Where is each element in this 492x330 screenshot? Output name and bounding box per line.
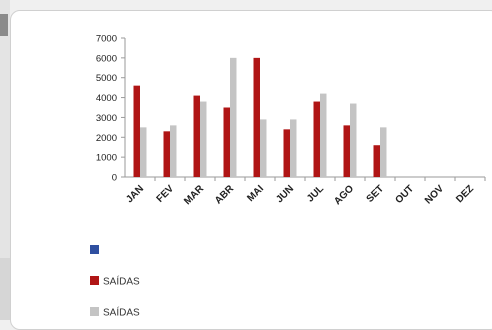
y-tick-label: 4000 <box>96 93 117 104</box>
y-tick-label: 1000 <box>96 153 117 164</box>
bar-ago-1 <box>350 103 357 177</box>
y-tick-label: 2000 <box>96 133 117 144</box>
x-tick-label: MAR <box>182 183 206 207</box>
x-tick-label: JUL <box>305 183 326 204</box>
bar-ago-0 <box>343 125 350 177</box>
x-tick-label: DEZ <box>454 183 476 205</box>
x-tick-label: SET <box>365 183 387 205</box>
bar-set-0 <box>373 145 380 177</box>
x-tick-label: JUN <box>274 183 296 205</box>
x-tick-label: ABR <box>213 183 237 207</box>
chart-labels: 0 1000 2000 3000 4000 5000 6000 7000 JAN FEV MAR AB… <box>96 34 476 208</box>
bar-mar-1 <box>200 101 207 177</box>
x-tick-label: AGO <box>332 183 356 207</box>
x-tick-label: OUT <box>393 183 416 206</box>
chart-bars <box>133 57 387 177</box>
bar-jun-1 <box>290 119 297 177</box>
bar-fev-0 <box>163 131 170 177</box>
left-panel-edge <box>0 0 10 320</box>
y-tick-label: 5000 <box>96 73 117 84</box>
bar-jun-0 <box>283 129 290 177</box>
legend-swatch <box>90 307 99 316</box>
bar-mai-1 <box>260 119 267 177</box>
legend-label: SAÍDAS <box>103 275 140 288</box>
y-tick-label: 7000 <box>96 34 117 45</box>
bar-fev-1 <box>170 125 177 177</box>
bar-jul-1 <box>320 93 327 177</box>
bar-abr-1 <box>230 57 237 177</box>
bar-jan-0 <box>133 85 140 177</box>
chart-legend: SAÍDAS SAÍDAS <box>90 245 140 319</box>
x-tick-label: JAN <box>124 183 146 205</box>
legend-swatch <box>90 276 99 285</box>
bar-set-1 <box>380 127 387 177</box>
bar-chart: 0 1000 2000 3000 4000 5000 6000 7000 JAN FEV MAR AB… <box>90 34 486 319</box>
chart-axes <box>121 37 486 181</box>
bar-mai-0 <box>253 57 260 177</box>
y-tick-label: 0 <box>112 173 117 184</box>
legend-swatch <box>90 245 99 254</box>
legend-label: SAÍDAS <box>103 306 140 319</box>
x-tick-label: NOV <box>423 183 446 206</box>
bar-jan-1 <box>140 127 147 177</box>
x-tick-label: MAI <box>245 183 266 204</box>
panel-marker <box>0 14 8 36</box>
y-tick-label: 6000 <box>96 53 117 64</box>
bar-abr-0 <box>223 107 230 177</box>
bar-mar-0 <box>193 95 200 177</box>
bar-jul-0 <box>313 101 320 177</box>
y-tick-label: 3000 <box>96 113 117 124</box>
panel-lower-block <box>0 258 10 320</box>
x-tick-label: FEV <box>155 183 177 205</box>
